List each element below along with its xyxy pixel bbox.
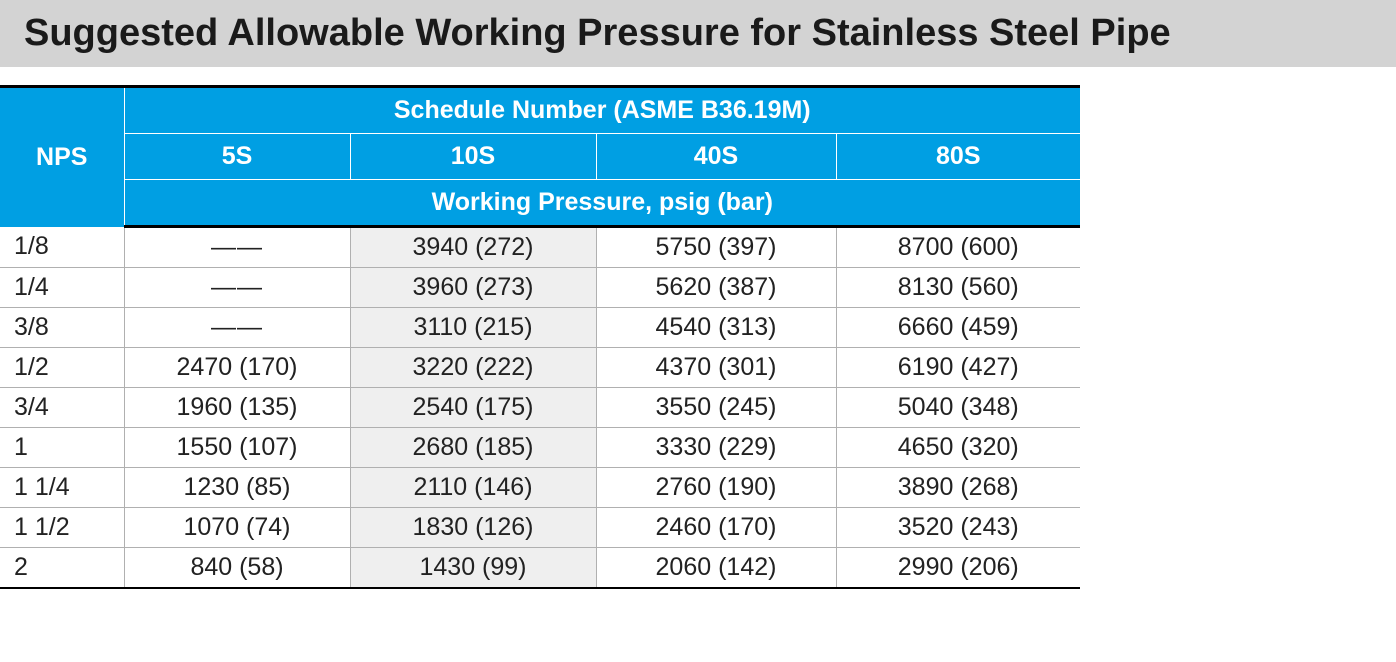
cell-5s: 1230 (85) (124, 468, 350, 508)
cell-10s: 3220 (222) (350, 348, 596, 388)
col-header-10s: 10S (350, 134, 596, 180)
table-row: 11550 (107)2680 (185)3330 (229)4650 (320… (0, 428, 1080, 468)
cell-nps: 1 1/4 (0, 468, 124, 508)
cell-80s: 4650 (320) (836, 428, 1080, 468)
cell-40s: 4540 (313) (596, 308, 836, 348)
cell-5s: 840 (58) (124, 548, 350, 589)
cell-10s: 1830 (126) (350, 508, 596, 548)
table-row: 3/8——3110 (215)4540 (313)6660 (459) (0, 308, 1080, 348)
table-row: 1/22470 (170)3220 (222)4370 (301)6190 (4… (0, 348, 1080, 388)
table-row: 1 1/21070 (74)1830 (126)2460 (170)3520 (… (0, 508, 1080, 548)
cell-nps: 3/8 (0, 308, 124, 348)
cell-80s: 3520 (243) (836, 508, 1080, 548)
cell-40s: 4370 (301) (596, 348, 836, 388)
cell-80s: 8130 (560) (836, 268, 1080, 308)
cell-10s: 3110 (215) (350, 308, 596, 348)
cell-10s: 3960 (273) (350, 268, 596, 308)
col-header-5s: 5S (124, 134, 350, 180)
cell-40s: 2760 (190) (596, 468, 836, 508)
cell-nps: 1 (0, 428, 124, 468)
cell-nps: 3/4 (0, 388, 124, 428)
header-schedule-title: Schedule Number (ASME B36.19M) (124, 87, 1080, 134)
cell-nps: 1/2 (0, 348, 124, 388)
title-bar: Suggested Allowable Working Pressure for… (0, 0, 1396, 67)
cell-80s: 6190 (427) (836, 348, 1080, 388)
cell-10s: 1430 (99) (350, 548, 596, 589)
table-row: 1/4——3960 (273)5620 (387)8130 (560) (0, 268, 1080, 308)
table-header: NPS Schedule Number (ASME B36.19M) 5S 10… (0, 87, 1080, 227)
cell-5s: 2470 (170) (124, 348, 350, 388)
cell-5s: —— (124, 227, 350, 268)
cell-40s: 2460 (170) (596, 508, 836, 548)
table-row: 2 840 (58)1430 (99)2060 (142)2990 (206) (0, 548, 1080, 589)
cell-80s: 3890 (268) (836, 468, 1080, 508)
cell-5s: —— (124, 308, 350, 348)
header-subtitle: Working Pressure, psig (bar) (124, 180, 1080, 227)
table-body: 1/8——3940 (272)5750 (397)8700 (600)1/4——… (0, 227, 1080, 589)
page-title: Suggested Allowable Working Pressure for… (24, 12, 1372, 55)
table-row: 3/41960 (135)2540 (175)3550 (245)5040 (3… (0, 388, 1080, 428)
cell-40s: 3330 (229) (596, 428, 836, 468)
cell-10s: 3940 (272) (350, 227, 596, 268)
spacer (0, 67, 1396, 85)
cell-80s: 2990 (206) (836, 548, 1080, 589)
cell-nps: 1/8 (0, 227, 124, 268)
cell-10s: 2540 (175) (350, 388, 596, 428)
cell-40s: 5620 (387) (596, 268, 836, 308)
cell-10s: 2110 (146) (350, 468, 596, 508)
col-header-80s: 80S (836, 134, 1080, 180)
pressure-table: NPS Schedule Number (ASME B36.19M) 5S 10… (0, 85, 1080, 589)
col-header-40s: 40S (596, 134, 836, 180)
cell-80s: 8700 (600) (836, 227, 1080, 268)
cell-80s: 6660 (459) (836, 308, 1080, 348)
cell-nps: 2 (0, 548, 124, 589)
table-row: 1 1/41230 (85)2110 (146)2760 (190)3890 (… (0, 468, 1080, 508)
cell-5s: 1960 (135) (124, 388, 350, 428)
cell-5s: 1070 (74) (124, 508, 350, 548)
cell-5s: —— (124, 268, 350, 308)
cell-40s: 2060 (142) (596, 548, 836, 589)
cell-10s: 2680 (185) (350, 428, 596, 468)
cell-80s: 5040 (348) (836, 388, 1080, 428)
cell-nps: 1/4 (0, 268, 124, 308)
col-header-nps: NPS (0, 87, 124, 227)
table-row: 1/8——3940 (272)5750 (397)8700 (600) (0, 227, 1080, 268)
cell-40s: 5750 (397) (596, 227, 836, 268)
cell-nps: 1 1/2 (0, 508, 124, 548)
cell-40s: 3550 (245) (596, 388, 836, 428)
cell-5s: 1550 (107) (124, 428, 350, 468)
